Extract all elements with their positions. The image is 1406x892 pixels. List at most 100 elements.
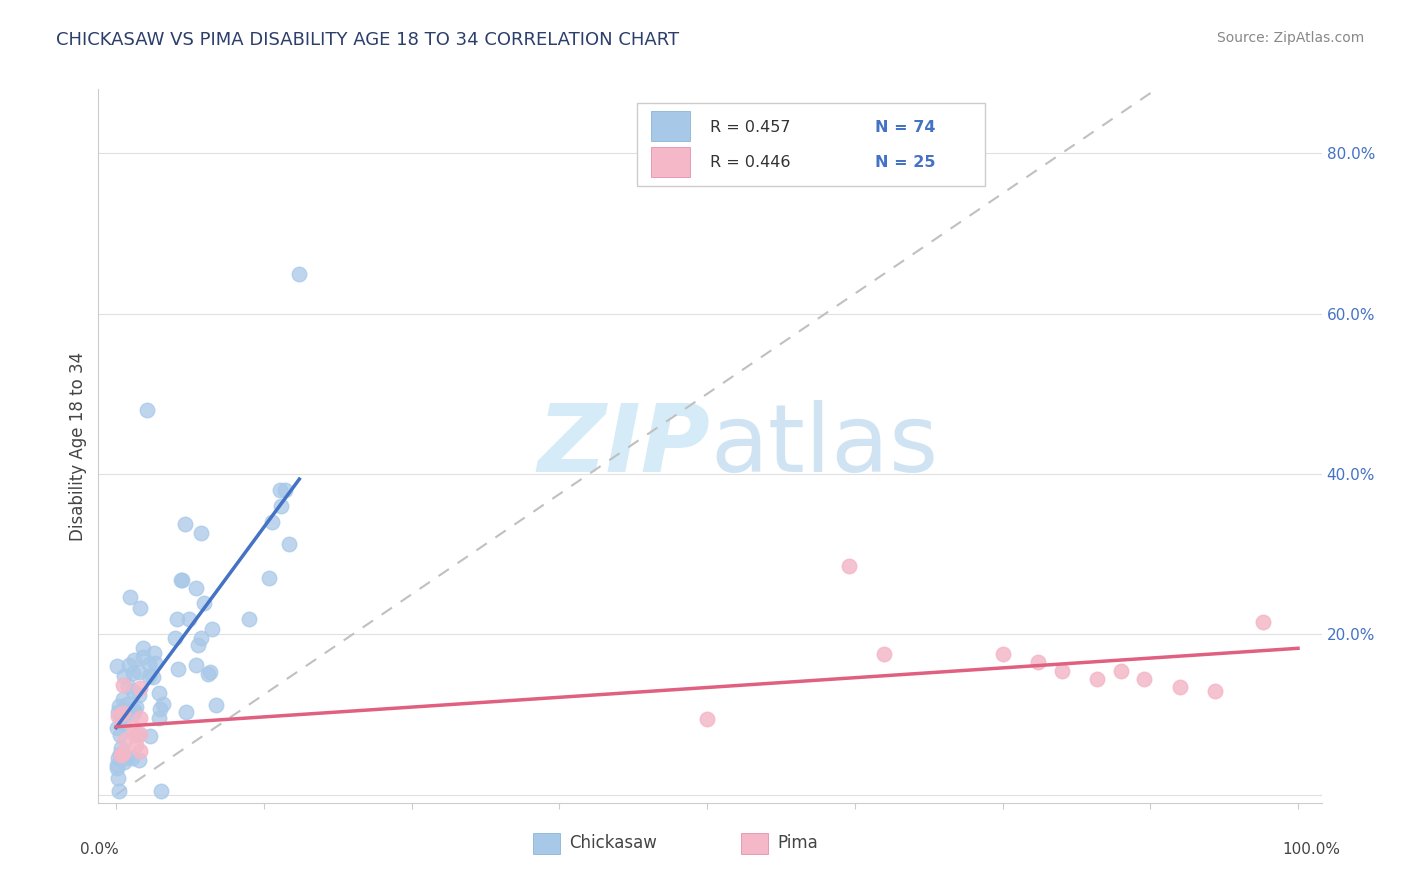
Text: Pima: Pima — [778, 835, 818, 853]
FancyBboxPatch shape — [651, 112, 690, 141]
Point — [128, 744, 150, 758]
Point — [145, 656, 167, 670]
FancyBboxPatch shape — [651, 147, 690, 177]
Point — [177, 612, 200, 626]
Point — [152, 697, 174, 711]
Point — [121, 751, 143, 765]
Text: CHICKASAW VS PIMA DISABILITY AGE 18 TO 34 CORRELATION CHART: CHICKASAW VS PIMA DISABILITY AGE 18 TO 3… — [56, 31, 679, 49]
Point — [135, 403, 157, 417]
Point — [110, 748, 132, 763]
Point — [1109, 664, 1132, 678]
Point — [124, 653, 146, 667]
Point — [201, 622, 224, 636]
Point — [1026, 656, 1049, 670]
FancyBboxPatch shape — [741, 833, 768, 855]
Point — [124, 728, 146, 742]
Point — [696, 712, 718, 726]
Point — [142, 669, 165, 683]
Point — [170, 573, 193, 587]
Point — [257, 571, 280, 585]
Point — [167, 662, 190, 676]
Point — [198, 665, 221, 679]
Text: N = 74: N = 74 — [875, 120, 935, 135]
Point — [114, 750, 136, 764]
Point — [148, 686, 170, 700]
Point — [190, 526, 212, 541]
Point — [108, 747, 131, 762]
Point — [105, 659, 128, 673]
Point — [172, 573, 194, 587]
Point — [112, 716, 135, 731]
Point — [107, 709, 129, 723]
Point — [112, 692, 135, 706]
Point — [184, 581, 207, 595]
Point — [260, 516, 283, 530]
Point — [149, 784, 172, 798]
Point — [174, 705, 197, 719]
Text: Source: ZipAtlas.com: Source: ZipAtlas.com — [1216, 31, 1364, 45]
Point — [190, 632, 212, 646]
Point — [163, 631, 186, 645]
Point — [184, 657, 207, 672]
FancyBboxPatch shape — [533, 833, 560, 855]
FancyBboxPatch shape — [637, 103, 986, 186]
Point — [1251, 615, 1274, 630]
Point — [117, 679, 139, 693]
Point — [288, 267, 311, 281]
Point — [110, 711, 132, 725]
Point — [115, 697, 138, 711]
Point — [1168, 680, 1191, 694]
Point — [270, 500, 292, 514]
Point — [238, 612, 260, 626]
Point — [1050, 664, 1073, 678]
Point — [111, 747, 134, 761]
Text: N = 25: N = 25 — [875, 155, 935, 170]
Point — [129, 601, 152, 615]
Point — [148, 710, 170, 724]
Point — [122, 706, 145, 721]
Point — [120, 591, 142, 605]
Point — [143, 646, 166, 660]
Point — [873, 648, 896, 662]
Point — [128, 681, 150, 696]
Point — [138, 668, 160, 682]
Point — [193, 596, 215, 610]
Point — [128, 688, 150, 702]
Point — [122, 703, 145, 717]
Point — [166, 612, 188, 626]
Point — [139, 729, 162, 743]
Point — [132, 650, 155, 665]
Point — [121, 720, 143, 734]
Point — [118, 657, 141, 672]
Point — [205, 698, 228, 712]
Text: 100.0%: 100.0% — [1282, 842, 1340, 857]
Point — [127, 728, 149, 742]
Point — [114, 732, 136, 747]
Point — [105, 761, 128, 775]
Point — [991, 648, 1014, 662]
Y-axis label: Disability Age 18 to 34: Disability Age 18 to 34 — [69, 351, 87, 541]
Point — [107, 705, 129, 719]
Point — [138, 657, 160, 671]
Point — [108, 784, 131, 798]
Point — [112, 756, 135, 770]
Text: Chickasaw: Chickasaw — [569, 835, 657, 853]
Text: 0.0%: 0.0% — [80, 842, 120, 857]
Point — [107, 772, 129, 786]
Point — [174, 516, 197, 531]
Text: atlas: atlas — [710, 400, 938, 492]
Point — [110, 740, 132, 755]
Point — [1204, 683, 1226, 698]
Point — [197, 666, 219, 681]
Text: R = 0.457: R = 0.457 — [710, 120, 790, 135]
Point — [112, 669, 135, 683]
Point — [105, 757, 128, 772]
Point — [122, 683, 145, 698]
Point — [838, 559, 860, 574]
Point — [112, 706, 135, 720]
Point — [108, 699, 131, 714]
Point — [125, 738, 148, 752]
Point — [277, 537, 299, 551]
Point — [269, 483, 291, 497]
Text: R = 0.446: R = 0.446 — [710, 155, 790, 170]
